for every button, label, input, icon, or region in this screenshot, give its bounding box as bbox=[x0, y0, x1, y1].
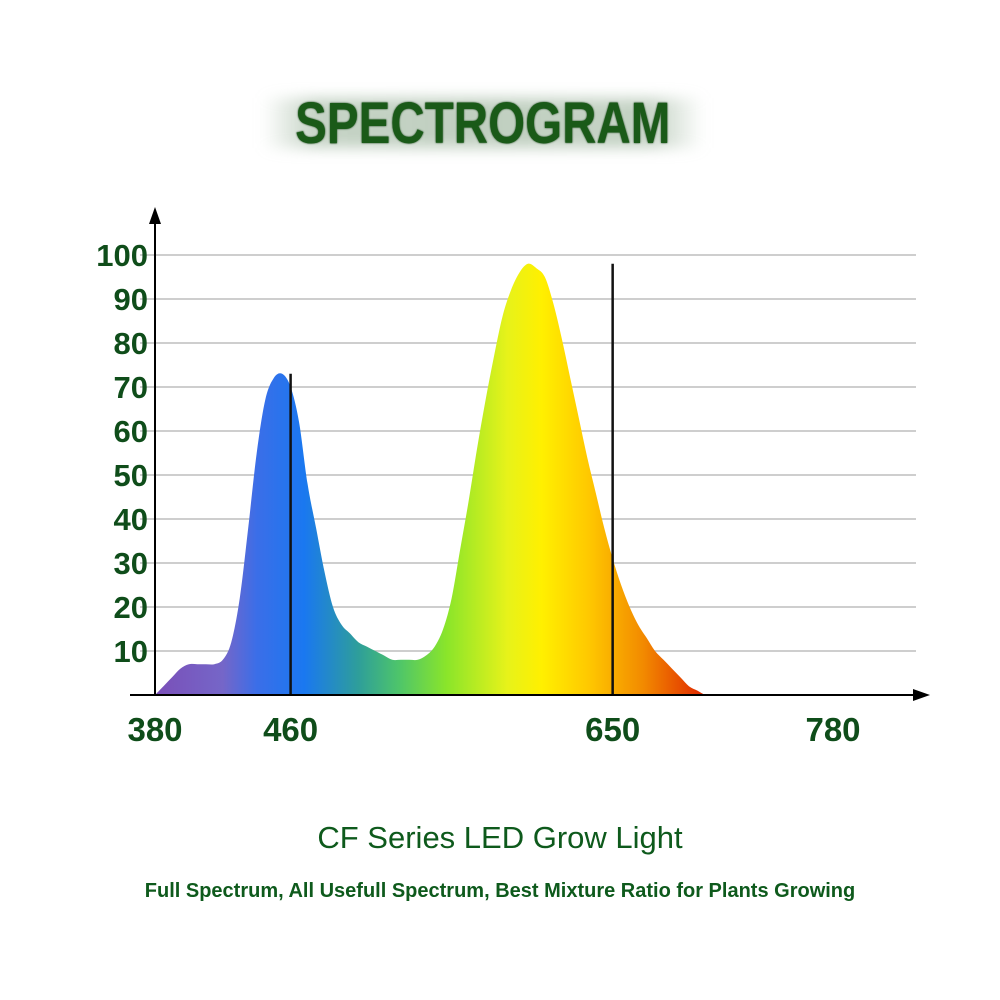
chart-title-banner: SPECTROGRAM bbox=[262, 90, 704, 156]
peak-markers bbox=[289, 263, 614, 695]
x-tick-label: 650 bbox=[585, 711, 640, 748]
x-tick-label: 780 bbox=[805, 711, 860, 748]
caption-subtitle: Full Spectrum, All Usefull Spectrum, Bes… bbox=[144, 880, 856, 902]
y-tick-label: 30 bbox=[114, 546, 148, 581]
x-tick-label: 380 bbox=[127, 711, 182, 748]
y-tick-label: 100 bbox=[96, 238, 148, 273]
axes bbox=[130, 207, 930, 701]
y-axis-arrow bbox=[149, 207, 161, 224]
y-tick-label: 70 bbox=[114, 370, 148, 405]
caption-title: CF Series LED Grow Light bbox=[317, 820, 683, 855]
x-axis-arrow bbox=[913, 689, 930, 701]
title-glow-backdrop bbox=[262, 98, 704, 148]
y-tick-label: 50 bbox=[114, 458, 148, 493]
y-tick-label: 80 bbox=[114, 326, 148, 361]
x-tick-labels: 380 460 650 780 bbox=[127, 711, 860, 748]
spectrum-area bbox=[155, 263, 833, 695]
y-tick-label: 20 bbox=[114, 590, 148, 625]
y-tick-label: 60 bbox=[114, 414, 148, 449]
y-tick-label: 90 bbox=[114, 282, 148, 317]
chart-title: SPECTROGRAM bbox=[295, 90, 671, 156]
y-tick-labels: 10 20 30 40 50 60 70 80 90 100 bbox=[96, 238, 148, 669]
x-tick-label: 460 bbox=[263, 711, 318, 748]
y-tick-label: 40 bbox=[114, 502, 148, 537]
y-tick-label: 10 bbox=[114, 634, 148, 669]
